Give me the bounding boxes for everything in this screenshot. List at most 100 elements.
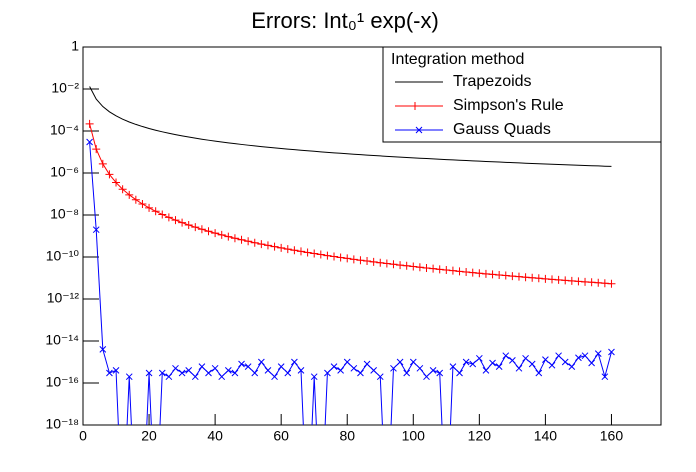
chart-title: Errors: Int₀¹ exp(-x) [251,8,439,33]
y-tick-label: 10⁻¹⁸ [45,416,79,432]
marker [296,247,305,256]
legend-label: Gauss Quads [453,121,551,138]
marker [211,364,219,372]
marker [415,263,424,272]
marker [231,369,239,377]
x-tick-label: 0 [79,428,87,444]
marker [191,223,200,232]
marker [323,251,332,260]
legend-marker [415,126,423,134]
y-tick-label: 10⁻¹⁰ [46,248,80,264]
marker [349,255,358,264]
marker [357,369,364,377]
x-tick-label: 40 [207,428,223,444]
legend-label: Trapezoids [453,73,532,90]
marker [448,266,457,275]
marker [442,266,451,275]
marker [164,213,173,222]
marker [409,358,417,366]
marker [416,364,424,372]
marker [324,369,331,377]
marker [277,363,285,371]
marker [396,261,405,270]
y-tick-label: 10⁻⁶ [50,164,79,180]
marker [389,260,398,269]
marker [204,227,213,236]
marker [125,190,134,199]
marker [376,373,384,381]
marker [501,271,510,280]
y-tick-label: 1 [71,38,79,54]
marker [270,242,279,251]
x-tick-label: 120 [468,428,492,444]
marker [481,269,490,278]
marker [250,238,259,247]
marker [191,373,199,381]
marker [502,352,510,360]
marker [257,240,266,249]
marker [277,243,286,252]
marker [455,267,464,276]
marker [396,358,404,366]
marker [105,170,114,179]
marker [515,364,523,372]
marker [271,373,278,381]
marker [475,269,484,278]
marker [370,367,378,374]
marker [98,159,107,168]
marker [449,363,457,371]
marker [429,367,437,374]
marker [462,267,471,276]
marker [548,361,556,369]
marker [422,263,431,272]
marker [251,369,259,377]
marker [363,257,372,266]
marker [495,363,503,371]
marker [475,354,483,362]
marker [402,261,411,270]
marker [283,245,292,254]
marker [244,363,252,371]
marker [343,254,352,263]
marker [535,369,543,377]
marker [568,363,576,371]
marker [508,272,517,281]
marker [337,367,344,374]
legend-label: Simpson's Rule [453,97,564,114]
marker [112,367,120,374]
marker [482,367,490,374]
plot-area [85,86,616,425]
marker [263,241,272,250]
marker [310,249,319,258]
marker [224,367,232,374]
marker [145,369,153,377]
marker [290,246,299,255]
marker [548,275,557,284]
marker [151,207,160,216]
marker [509,356,516,364]
marker [303,248,312,257]
marker [184,220,193,229]
legend-box [382,46,662,143]
marker [178,369,186,377]
marker [158,210,167,219]
marker [172,364,179,372]
marker [409,262,418,271]
marker [258,358,265,366]
x-tick-label: 60 [273,428,289,444]
marker [588,359,595,367]
marker [197,225,206,234]
frame [82,46,662,426]
marker [92,145,101,154]
marker [423,373,430,381]
marker [131,195,140,204]
y-tick-label: 10⁻¹⁶ [46,374,79,390]
marker [514,272,523,281]
marker [575,354,582,362]
marker [581,352,589,360]
marker [356,256,365,265]
marker [495,270,504,279]
marker [158,369,166,377]
marker [106,369,113,377]
